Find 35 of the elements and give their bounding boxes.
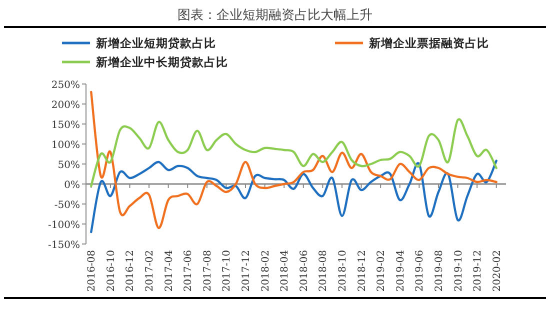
y-tick-label: 150% <box>51 120 80 131</box>
x-tick-label: 2017-12 <box>241 250 252 292</box>
x-tick-label: 2019-02 <box>376 250 388 292</box>
x-tick-label: 2016-10 <box>106 250 117 292</box>
x-tick-label: 2019-08 <box>434 250 445 292</box>
y-tick-label: 50% <box>58 160 80 171</box>
legend-label: 新增企业短期贷款占比 <box>95 36 216 50</box>
x-tick-label: 2018-10 <box>337 250 348 292</box>
x-tick-label: 2020-02 <box>492 250 503 292</box>
y-tick-label: 250% <box>51 80 80 91</box>
x-tick-label: 2018-12 <box>356 250 368 292</box>
x-tick-label: 2016-12 <box>125 250 136 292</box>
x-tick-label: 2017-02 <box>144 250 156 292</box>
y-tick-label: 0% <box>64 180 80 191</box>
x-tick-label: 2017-06 <box>183 250 194 292</box>
y-tick-label: 100% <box>51 140 80 151</box>
y-tick-label: -100% <box>48 220 80 231</box>
x-tick-label: 2019-10 <box>453 250 464 292</box>
x-tick-label: 2018-04 <box>280 250 291 292</box>
legend-label: 新增企业中长期贷款占比 <box>95 55 228 69</box>
x-tick-label: 2017-08 <box>202 250 214 292</box>
x-tick-label: 2019-12 <box>472 250 484 292</box>
legend-label: 新增企业票据融资占比 <box>368 36 489 50</box>
x-tick-label: 2017-10 <box>222 250 233 292</box>
x-tick-label: 2019-06 <box>414 250 426 292</box>
y-tick-label: -150% <box>48 240 80 251</box>
x-tick-label: 2018-02 <box>260 250 272 292</box>
x-tick-label: 2019-04 <box>395 250 406 292</box>
x-tick-label: 2017-04 <box>164 250 175 292</box>
y-tick-label: -50% <box>54 200 80 211</box>
x-tick-label: 2016-08 <box>86 250 98 292</box>
y-tick-label: 200% <box>51 100 80 111</box>
chart-title: 图表：企业短期融资占比大幅上升 <box>178 8 372 23</box>
x-tick-label: 2018-08 <box>318 250 330 292</box>
x-tick-label: 2018-06 <box>298 250 310 292</box>
